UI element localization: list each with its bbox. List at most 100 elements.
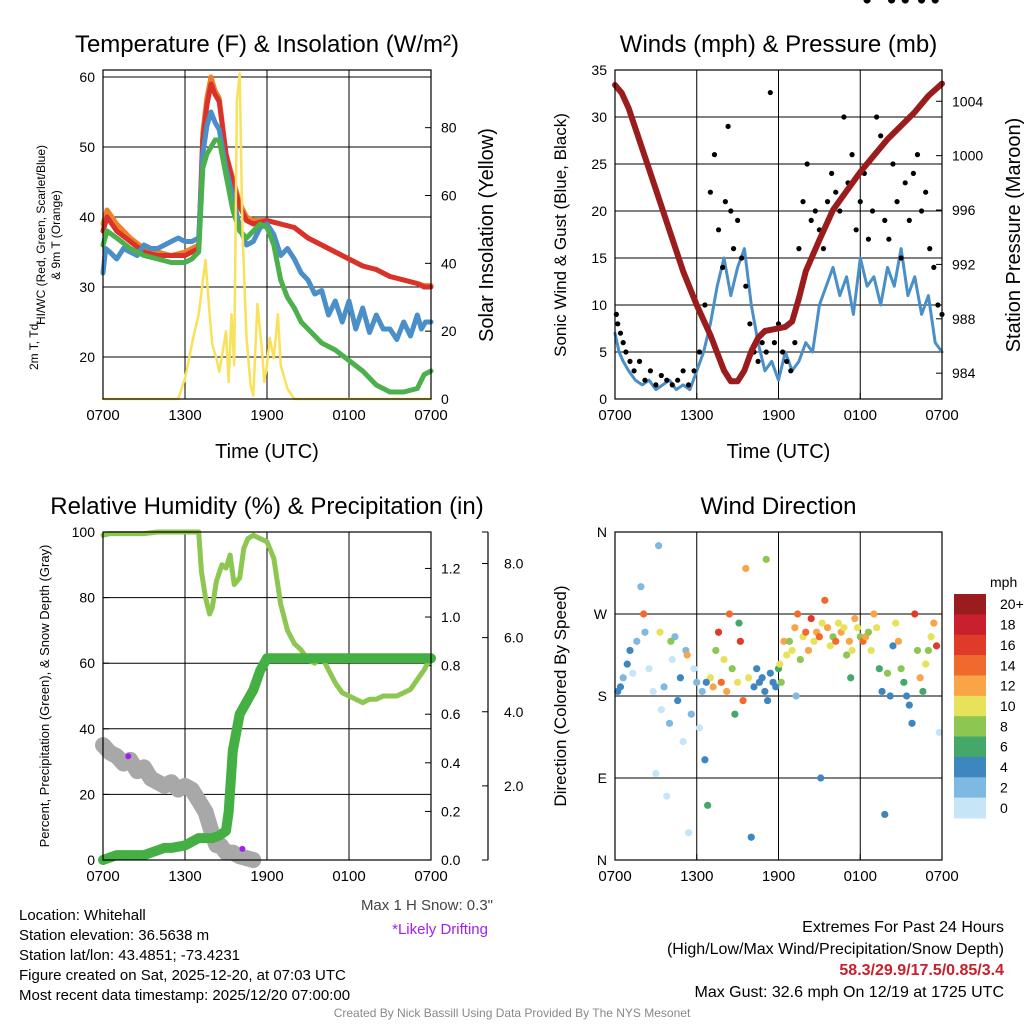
- direction-point: [728, 665, 736, 673]
- direction-point: [853, 624, 862, 632]
- gust-point: [631, 368, 637, 374]
- direction-point: [902, 692, 911, 700]
- gust-point: [923, 189, 929, 195]
- gust-point: [792, 340, 798, 346]
- gust-point: [853, 227, 859, 233]
- y2-tick-label: 992: [952, 256, 976, 272]
- y2-tick-label: 20: [441, 323, 457, 339]
- y2-tick-label: 0.6: [441, 706, 461, 722]
- elevation-text: Station elevation: 36.5638 m: [19, 927, 210, 944]
- direction-point: [932, 642, 941, 650]
- direction-point: [930, 619, 938, 627]
- created-text: Figure created on Sat, 2025-12-20, at 07…: [19, 967, 346, 984]
- direction-point: [927, 633, 935, 641]
- direction-point: [683, 651, 691, 659]
- direction-point: [676, 674, 685, 682]
- direction-point: [913, 646, 922, 655]
- chart-title: Temperature (F) & Insolation (W/m²): [75, 31, 459, 58]
- x-tick-label: 0700: [414, 407, 447, 424]
- gust-point: [894, 199, 900, 205]
- gust-point: [680, 368, 686, 374]
- y2-tick-label: 1004: [952, 93, 983, 109]
- direction-point: [843, 651, 851, 659]
- legend-swatch: [954, 695, 986, 717]
- legend-swatch: [954, 594, 986, 615]
- y-tick-label: 80: [79, 590, 95, 606]
- direction-point: [629, 669, 637, 677]
- y-tick-label: 60: [79, 655, 95, 671]
- y-tick-label: 20: [591, 203, 607, 219]
- direction-point: [834, 619, 843, 627]
- direction-point: [747, 833, 755, 841]
- y-tick-label: 35: [591, 62, 607, 78]
- gust-point: [927, 246, 933, 252]
- direction-point: [725, 610, 734, 618]
- direction-point: [695, 724, 704, 732]
- gust-point: [664, 377, 670, 383]
- direction-point: [616, 683, 625, 691]
- direction-point: [804, 646, 813, 655]
- direction-point: [900, 678, 908, 686]
- plot-border: [614, 531, 943, 861]
- y2-tick-label: 988: [952, 311, 976, 327]
- gust-point: [653, 382, 659, 388]
- legend-swatch: [954, 736, 986, 758]
- direction-point: [698, 687, 706, 696]
- y-tick-label: 0: [599, 391, 607, 407]
- direction-point: [818, 619, 826, 627]
- legend-swatch: [954, 756, 986, 778]
- y-axis-label-part: & 9m T (Orange): [49, 190, 63, 280]
- direction-point: [777, 678, 785, 686]
- direction-point: [660, 683, 668, 691]
- gust-point: [675, 377, 681, 383]
- direction-point: [783, 651, 791, 659]
- y-tick-label: 60: [79, 69, 95, 85]
- legend-swatch: [954, 614, 986, 636]
- direction-point: [744, 674, 753, 682]
- direction-point: [883, 669, 892, 677]
- direction-point: [772, 683, 780, 691]
- direction-point: [645, 665, 653, 673]
- y-tick-label: 100: [72, 524, 96, 540]
- plot-border: [614, 69, 943, 400]
- max-snow-note: Max 1 H Snow: 0.3": [360, 897, 493, 914]
- gust-point: [669, 382, 675, 388]
- gust-point: [833, 189, 839, 195]
- direction-point: [712, 646, 720, 655]
- direction-point: [640, 610, 648, 618]
- x-tick-label: 0700: [925, 868, 958, 885]
- direction-point: [665, 719, 674, 727]
- drifting-point: [125, 753, 132, 760]
- direction-point: [931, 0, 939, 4]
- direction-point: [709, 683, 717, 691]
- direction-tick-label: W: [594, 606, 608, 622]
- legend-label: 2: [1000, 779, 1008, 795]
- direction-point: [796, 655, 804, 664]
- y2-tick-label: 0.4: [441, 755, 461, 771]
- gust-point: [906, 217, 912, 223]
- gust-point: [931, 264, 937, 270]
- legend-swatch: [954, 797, 986, 819]
- x-tick-label: 1300: [680, 407, 713, 424]
- direction-point: [864, 628, 873, 636]
- x-axis-label: Time (UTC): [215, 441, 319, 463]
- direction-point: [739, 696, 747, 705]
- y3-tick-label: 4.0: [504, 704, 524, 720]
- gust-point: [696, 349, 703, 355]
- y-axis-label: Direction (Colored By Speed): [551, 585, 570, 806]
- direction-tick-label: S: [598, 688, 607, 704]
- x-tick-label: 0100: [844, 407, 877, 424]
- series-line-dewpoint: [100, 137, 434, 395]
- y2-tick-label: 984: [952, 365, 976, 381]
- gust-point: [755, 358, 761, 364]
- direction-point: [720, 655, 728, 664]
- x-tick-label: 1900: [762, 407, 795, 424]
- legend-label: 12: [1000, 678, 1016, 694]
- direction-point: [668, 655, 676, 664]
- gust-point: [620, 340, 626, 346]
- y-tick-label: 50: [79, 139, 95, 155]
- gust-point: [824, 199, 831, 205]
- gust-point: [658, 372, 664, 379]
- y-tick-label: 40: [79, 721, 95, 737]
